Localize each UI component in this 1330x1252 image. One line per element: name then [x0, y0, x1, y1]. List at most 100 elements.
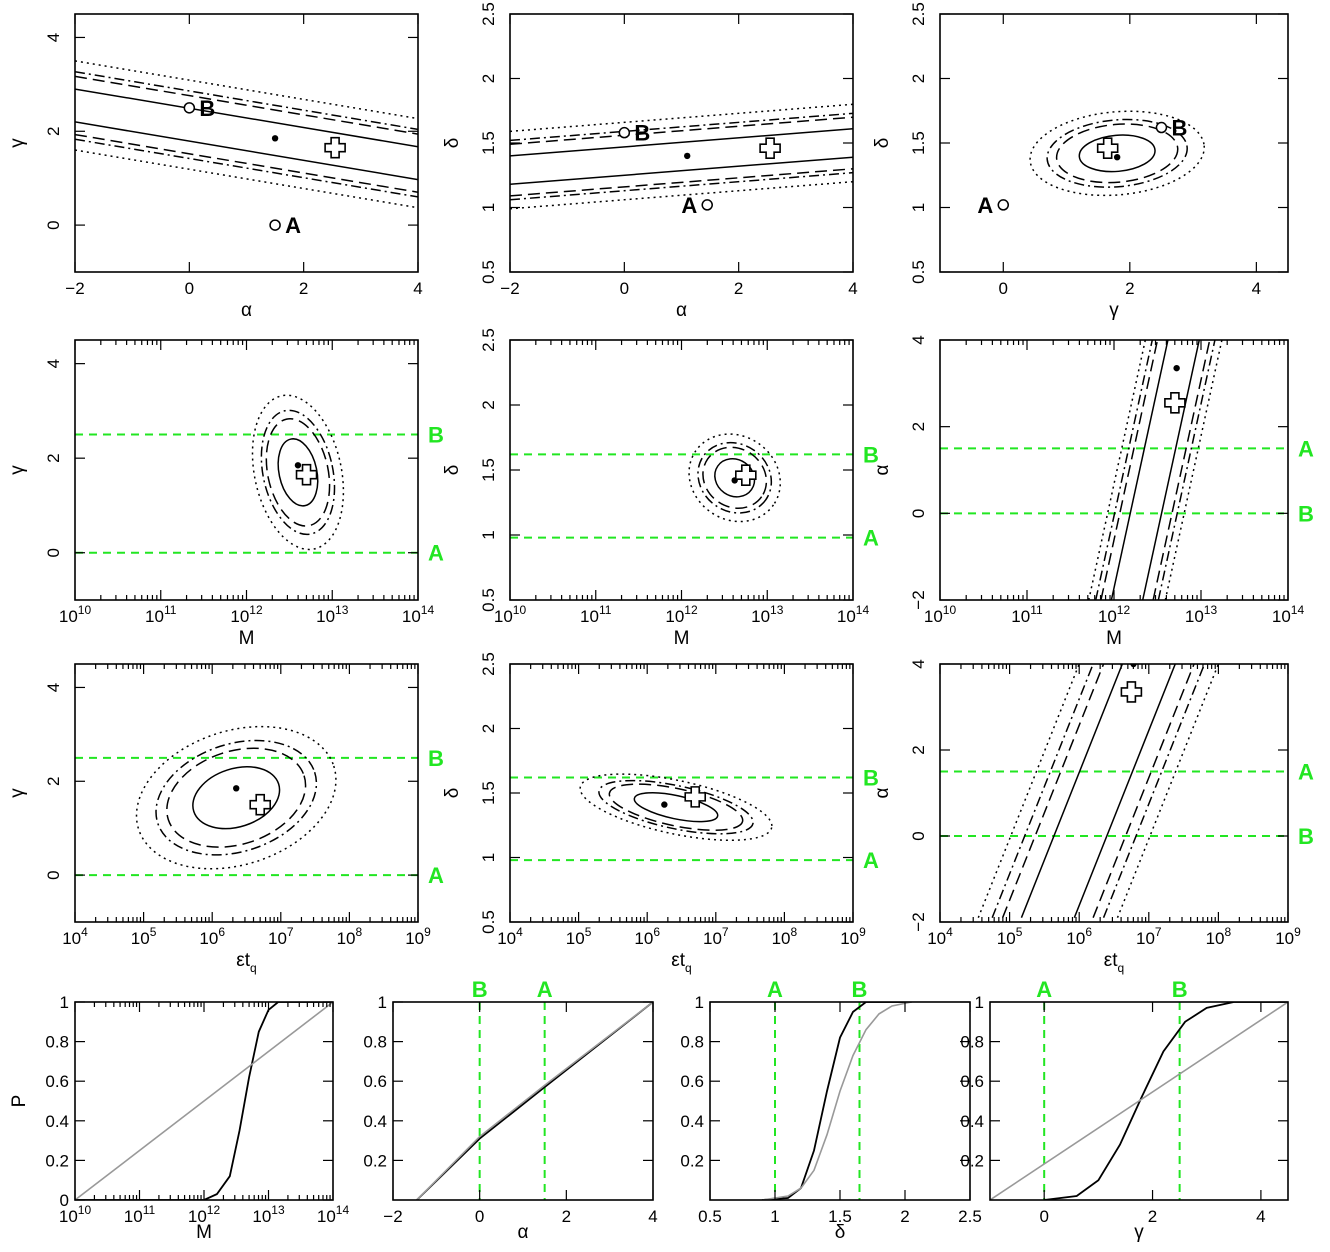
x-tick-label: 1011 [124, 1203, 156, 1226]
y-tick-label: 0.6 [680, 1072, 704, 1091]
x-tick-label: 1013 [1185, 603, 1218, 626]
ref-label-A: A [863, 848, 879, 873]
x-tick-label: 2 [299, 279, 308, 298]
contour-dotdash [1102, 664, 1206, 918]
y-tick-label: 0.6 [363, 1072, 387, 1091]
contour-dotted [1029, 110, 1205, 197]
y-tick-label: 1 [695, 993, 704, 1012]
y-tick-label: 0.2 [960, 1151, 984, 1170]
y-tick-label: 2 [479, 724, 498, 733]
y-axis-title: α [872, 464, 893, 475]
point-label-B: B [1171, 116, 1187, 141]
contour-dotted [1164, 340, 1223, 600]
contour-dashed [1152, 340, 1211, 600]
contour-dotted [75, 149, 418, 209]
plot-area [510, 773, 853, 862]
y-tick-label: 1 [378, 993, 387, 1012]
x-axis-title: M [196, 1222, 212, 1243]
panel-p32: B A 104 105 106 107 108 109 0.5 1 1.5 2 2.5 εtq δ [442, 652, 879, 975]
cross-marker [684, 786, 707, 808]
x-axis-title: γ [1134, 1222, 1144, 1243]
y-axis-title: α [872, 787, 893, 798]
contour-dotdash [510, 112, 853, 142]
x-tick-label: 106 [634, 925, 660, 948]
ref-label-A: A [1036, 977, 1052, 1002]
y-tick-label: 2 [909, 74, 928, 83]
best-fit-point [661, 801, 668, 808]
panel-p31: B A 104 105 106 107 108 109 0 2 4 εtq γ [7, 663, 444, 975]
panel-p33: A B 104 105 106 107 108 109 −2 0 2 4 εtq α [872, 659, 1314, 975]
contour-dashed [166, 747, 307, 848]
x-axis-title: δ [835, 1222, 846, 1243]
y-tick-label: 2.5 [909, 2, 928, 26]
x-tick-label: 2 [562, 1207, 571, 1226]
plot-frame [392, 1001, 654, 1201]
plot-frame [709, 1001, 971, 1201]
panel-p12: A B −2 0 2 4 0.5 1 1.5 2 2.5 α δ [442, 2, 858, 321]
contour-dotdash [697, 441, 773, 514]
x-axis-title: M [239, 628, 255, 649]
y-tick-label: 4 [44, 359, 63, 368]
x-tick-label: 2.5 [958, 1207, 982, 1226]
contour-dashed [265, 417, 331, 527]
y-tick-label: 2.5 [479, 652, 498, 676]
plot-area [761, 1002, 912, 1200]
y-tick-label: 2 [479, 400, 498, 409]
cross-marker [1120, 681, 1143, 703]
y-tick-label: 1 [975, 993, 984, 1012]
panel-c2: B A −2 0 2 4 0.2 0.4 0.6 0.8 1 α [363, 977, 657, 1243]
x-tick-label: 1014 [1272, 603, 1305, 626]
x-tick-label: 1013 [252, 1203, 285, 1226]
x-tick-label: 107 [703, 925, 729, 948]
best-fit-point [294, 462, 302, 469]
cross-marker [249, 793, 272, 816]
y-tick-label: 1 [479, 853, 498, 862]
x-tick-label: 106 [1066, 925, 1092, 948]
x-tick-label: 1 [770, 1207, 779, 1226]
y-tick-label: −2 [909, 912, 928, 931]
y-tick-label: 0 [44, 548, 63, 557]
contour-dotdash [75, 70, 418, 131]
ref-label-B: B [1298, 824, 1314, 849]
ref-label-B: B [1298, 501, 1314, 526]
x-tick-label: 108 [337, 925, 363, 948]
x-tick-label: 0 [475, 1207, 484, 1226]
y-tick-label: 1 [479, 530, 498, 539]
cdf-posterior [1044, 1002, 1288, 1200]
y-tick-label: 0.6 [960, 1072, 984, 1091]
best-fit-point [1113, 153, 1121, 161]
y-tick-label: 4 [909, 335, 928, 344]
x-tick-label: 0.5 [698, 1207, 722, 1226]
x-tick-label: 107 [268, 925, 294, 948]
ref-label-A: A [537, 977, 553, 1002]
x-tick-label: 108 [772, 925, 798, 948]
ref-label-B: B [863, 442, 879, 467]
x-tick-label: 4 [1252, 279, 1261, 298]
y-tick-label: 0.4 [960, 1112, 984, 1131]
plot-frame [939, 13, 1289, 273]
x-tick-label: 1011 [1011, 603, 1043, 626]
panel-c3: A B 0.5 1 1.5 2 2.5 0.2 0.4 0.6 0.8 1 δ [680, 977, 981, 1243]
y-axis-title: γ [7, 138, 28, 148]
contour-dotdash [155, 739, 318, 856]
y-tick-label: 1 [479, 203, 498, 212]
x-axis-title: M [674, 628, 690, 649]
x-tick-label: 1012 [230, 603, 263, 626]
y-tick-label: 0 [44, 870, 63, 879]
y-tick-label: 0 [909, 831, 928, 840]
x-tick-label: 2 [900, 1207, 909, 1226]
x-tick-label: 1010 [59, 603, 92, 626]
y-tick-label: 0.8 [363, 1033, 387, 1052]
plot-area [510, 433, 853, 539]
y-tick-label: 2 [44, 777, 63, 786]
plot-frame [939, 339, 1289, 601]
y-tick-label: 0.2 [680, 1151, 704, 1170]
y-axis-title: δ [442, 788, 463, 799]
cdf-prior [761, 1002, 912, 1200]
cross-marker [1164, 392, 1186, 414]
y-tick-label: 1.5 [909, 131, 928, 155]
x-tick-label: 2 [1125, 279, 1134, 298]
x-tick-label: 1014 [317, 1203, 350, 1226]
cdf-prior [75, 1002, 333, 1200]
x-axis-title: εtq [1104, 950, 1124, 975]
